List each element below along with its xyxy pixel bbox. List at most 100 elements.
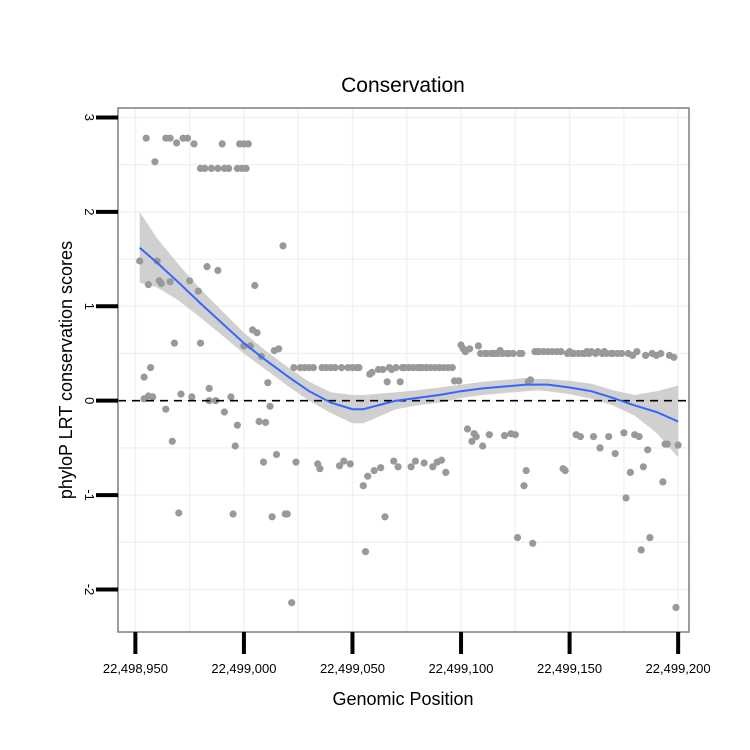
data-point xyxy=(153,257,161,265)
y-tick-label: -1 xyxy=(82,489,97,501)
data-point xyxy=(407,463,415,471)
x-axis: 22,498,950 22,499,000 22,499,050 22,499,100… xyxy=(103,632,711,676)
data-point xyxy=(659,478,667,486)
data-point xyxy=(635,433,643,441)
data-point xyxy=(472,433,480,441)
data-point xyxy=(259,458,268,466)
data-point xyxy=(513,534,522,542)
data-point xyxy=(166,134,174,142)
data-point xyxy=(266,402,274,410)
data-point xyxy=(605,433,613,441)
data-point xyxy=(283,510,291,518)
data-point xyxy=(279,242,287,250)
y-axis: -2 -1 0 1 2 3 xyxy=(82,114,118,595)
data-point xyxy=(429,463,437,471)
data-point xyxy=(168,437,176,445)
y-tick-label: 3 xyxy=(82,114,97,121)
data-point xyxy=(268,513,276,521)
data-point xyxy=(674,441,682,449)
y-axis-title: phyloP LRT conservation scores xyxy=(56,241,76,499)
data-point xyxy=(642,351,650,359)
data-point xyxy=(251,281,259,290)
x-tick-label: 22,499,100 xyxy=(428,661,493,676)
data-point xyxy=(140,373,148,381)
data-point xyxy=(576,433,585,441)
data-point xyxy=(162,405,170,413)
data-point xyxy=(214,164,222,172)
data-point xyxy=(670,353,678,361)
confidence-ribbon-group xyxy=(139,211,679,458)
data-points xyxy=(136,134,682,612)
data-point xyxy=(309,364,317,372)
data-point xyxy=(364,472,372,480)
data-point xyxy=(264,379,272,387)
panel-frame-group xyxy=(117,107,690,633)
data-point xyxy=(474,342,482,350)
data-point xyxy=(157,280,165,288)
data-point xyxy=(218,140,226,148)
data-point xyxy=(618,349,626,358)
data-point xyxy=(370,467,378,475)
data-point xyxy=(437,456,446,464)
data-point xyxy=(262,418,270,426)
x-tick-label: 22,499,200 xyxy=(646,661,711,676)
data-point xyxy=(173,139,181,147)
data-point xyxy=(596,444,604,452)
data-point xyxy=(381,513,389,521)
data-point xyxy=(244,140,252,148)
data-point xyxy=(529,539,537,547)
y-tick-label: 0 xyxy=(82,397,97,404)
data-point xyxy=(500,432,509,440)
data-point xyxy=(227,393,235,401)
data-point xyxy=(242,164,250,172)
data-point xyxy=(468,437,476,445)
data-point xyxy=(479,442,487,450)
data-point xyxy=(142,134,150,142)
y-tick-label: 2 xyxy=(82,208,97,215)
data-point xyxy=(170,339,178,347)
x-tick-label: 22,499,050 xyxy=(320,661,385,676)
data-point xyxy=(335,462,344,470)
data-point xyxy=(637,546,645,554)
data-point xyxy=(392,364,400,372)
data-point xyxy=(520,482,528,490)
data-point xyxy=(522,467,530,475)
data-point xyxy=(448,364,456,372)
data-point xyxy=(196,339,205,347)
data-point xyxy=(355,364,363,372)
data-point xyxy=(233,421,241,429)
data-point xyxy=(509,349,517,358)
data-point xyxy=(340,457,348,465)
data-point xyxy=(225,164,233,172)
data-point xyxy=(288,599,296,607)
data-point xyxy=(149,393,157,401)
data-point xyxy=(633,348,641,356)
y-tick-label: 1 xyxy=(82,303,97,310)
data-point xyxy=(136,257,144,265)
data-point xyxy=(177,390,185,398)
data-point xyxy=(361,548,370,556)
data-point xyxy=(253,329,261,337)
data-point xyxy=(442,468,450,476)
data-point xyxy=(220,408,228,416)
data-point xyxy=(394,463,402,471)
data-point xyxy=(620,429,628,437)
x-tick-label: 22,499,000 xyxy=(211,661,276,676)
data-point xyxy=(411,457,419,465)
data-point xyxy=(589,433,598,441)
data-point xyxy=(166,278,174,286)
data-point xyxy=(611,450,619,458)
x-tick-label: 22,498,950 xyxy=(103,661,168,676)
data-point xyxy=(316,465,324,473)
data-point xyxy=(368,368,376,376)
data-point xyxy=(214,266,222,274)
data-point xyxy=(205,384,213,392)
data-point xyxy=(526,376,535,384)
data-point xyxy=(275,345,283,353)
smooth-line xyxy=(139,246,679,423)
data-point xyxy=(377,464,385,472)
data-point xyxy=(646,534,654,542)
data-point xyxy=(420,459,428,467)
data-point xyxy=(379,365,387,374)
